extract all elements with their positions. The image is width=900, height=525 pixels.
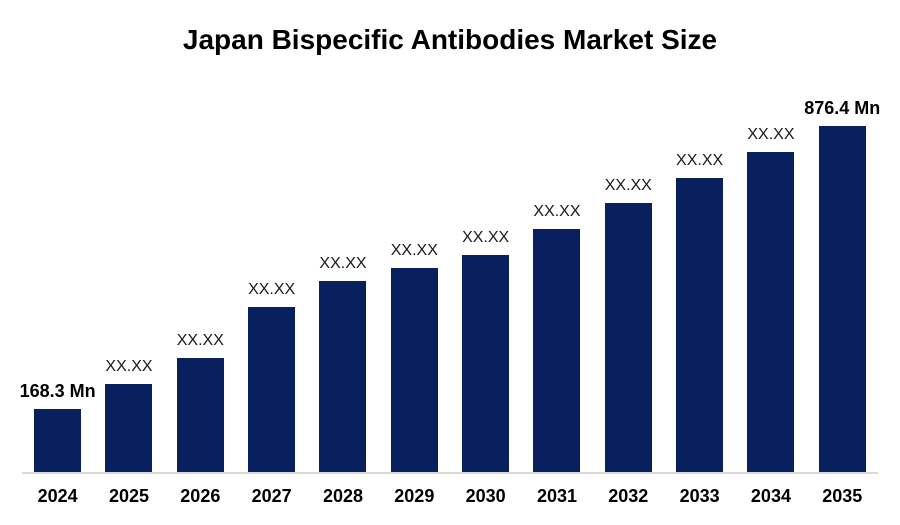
x-axis-label-2025: 2025 (108, 486, 150, 506)
x-axis-label-2027: 2027 (251, 486, 292, 506)
bar-value-label-2028: XX.XX (319, 255, 367, 272)
bar-column-2028: XX.XX (307, 256, 378, 472)
bar-value-label-2033: XX.XX (676, 152, 724, 169)
x-axis-label-2029: 2029 (394, 486, 435, 506)
bar-column-2033: XX.XX (664, 153, 735, 472)
bar-value-label-2029: XX.XX (390, 242, 438, 259)
bar-value-label-2030: XX.XX (462, 229, 510, 246)
plot-area: 168.3 Mn XX.XX XX.XX XX.XX XX.XX XX.XX XX.XX XX… (19, 98, 881, 472)
bar-2025 (105, 384, 153, 472)
bar-column-2029: XX.XX (379, 243, 450, 472)
x-axis-labels: 2024 2025 2026 2027 2028 2029 2030 2031 2032 2033… (22, 486, 878, 507)
bar-column-2032: XX.XX (593, 178, 664, 472)
bar-2024 (34, 409, 82, 472)
bar-2035 (818, 126, 866, 472)
x-axis-label-2034: 2034 (750, 486, 791, 506)
bar-2027 (248, 307, 296, 472)
bar-value-label-2031: XX.XX (533, 203, 581, 220)
bar-value-label-2034: XX.XX (747, 126, 795, 143)
bar-2031 (533, 229, 581, 472)
bar-2034 (747, 152, 795, 472)
bar-value-label-2032: XX.XX (604, 177, 652, 194)
chart-title: Japan Bispecific Antibodies Market Size (182, 24, 718, 55)
x-axis-label-2030: 2030 (465, 486, 506, 506)
bar-value-label-2035: 876.4 Mn (804, 98, 881, 118)
x-axis-label-2031: 2031 (536, 486, 577, 506)
x-axis-label-2033: 2033 (679, 486, 720, 506)
bar-column-2027: XX.XX (236, 282, 307, 472)
bar-column-2025: XX.XX (93, 359, 164, 472)
bar-2028 (319, 281, 367, 472)
bar-2030 (462, 255, 510, 472)
bar-column-2026: XX.XX (165, 333, 236, 472)
bar-column-2031: XX.XX (521, 204, 592, 472)
bar-2029 (390, 268, 438, 472)
x-axis-label-2026: 2026 (180, 486, 221, 506)
bar-column-2035: 876.4 Mn (804, 98, 881, 472)
x-axis-label-2032: 2032 (608, 486, 649, 506)
bar-column-2030: XX.XX (450, 230, 521, 472)
bar-column-2024: 168.3 Mn (19, 381, 96, 472)
bar-2032 (604, 203, 652, 472)
bar-value-label-2027: XX.XX (248, 281, 296, 298)
x-axis-label-2024: 2024 (37, 486, 78, 506)
bar-2033 (676, 178, 724, 472)
bar-value-label-2025: XX.XX (105, 358, 153, 375)
bar-2026 (176, 358, 224, 472)
x-axis-label-2028: 2028 (322, 486, 363, 506)
x-axis-label-2035: 2035 (822, 486, 863, 506)
bar-value-label-2026: XX.XX (176, 332, 224, 349)
bar-value-label-2024: 168.3 Mn (19, 381, 96, 401)
bar-column-2034: XX.XX (735, 127, 806, 472)
x-axis-line (22, 472, 878, 474)
